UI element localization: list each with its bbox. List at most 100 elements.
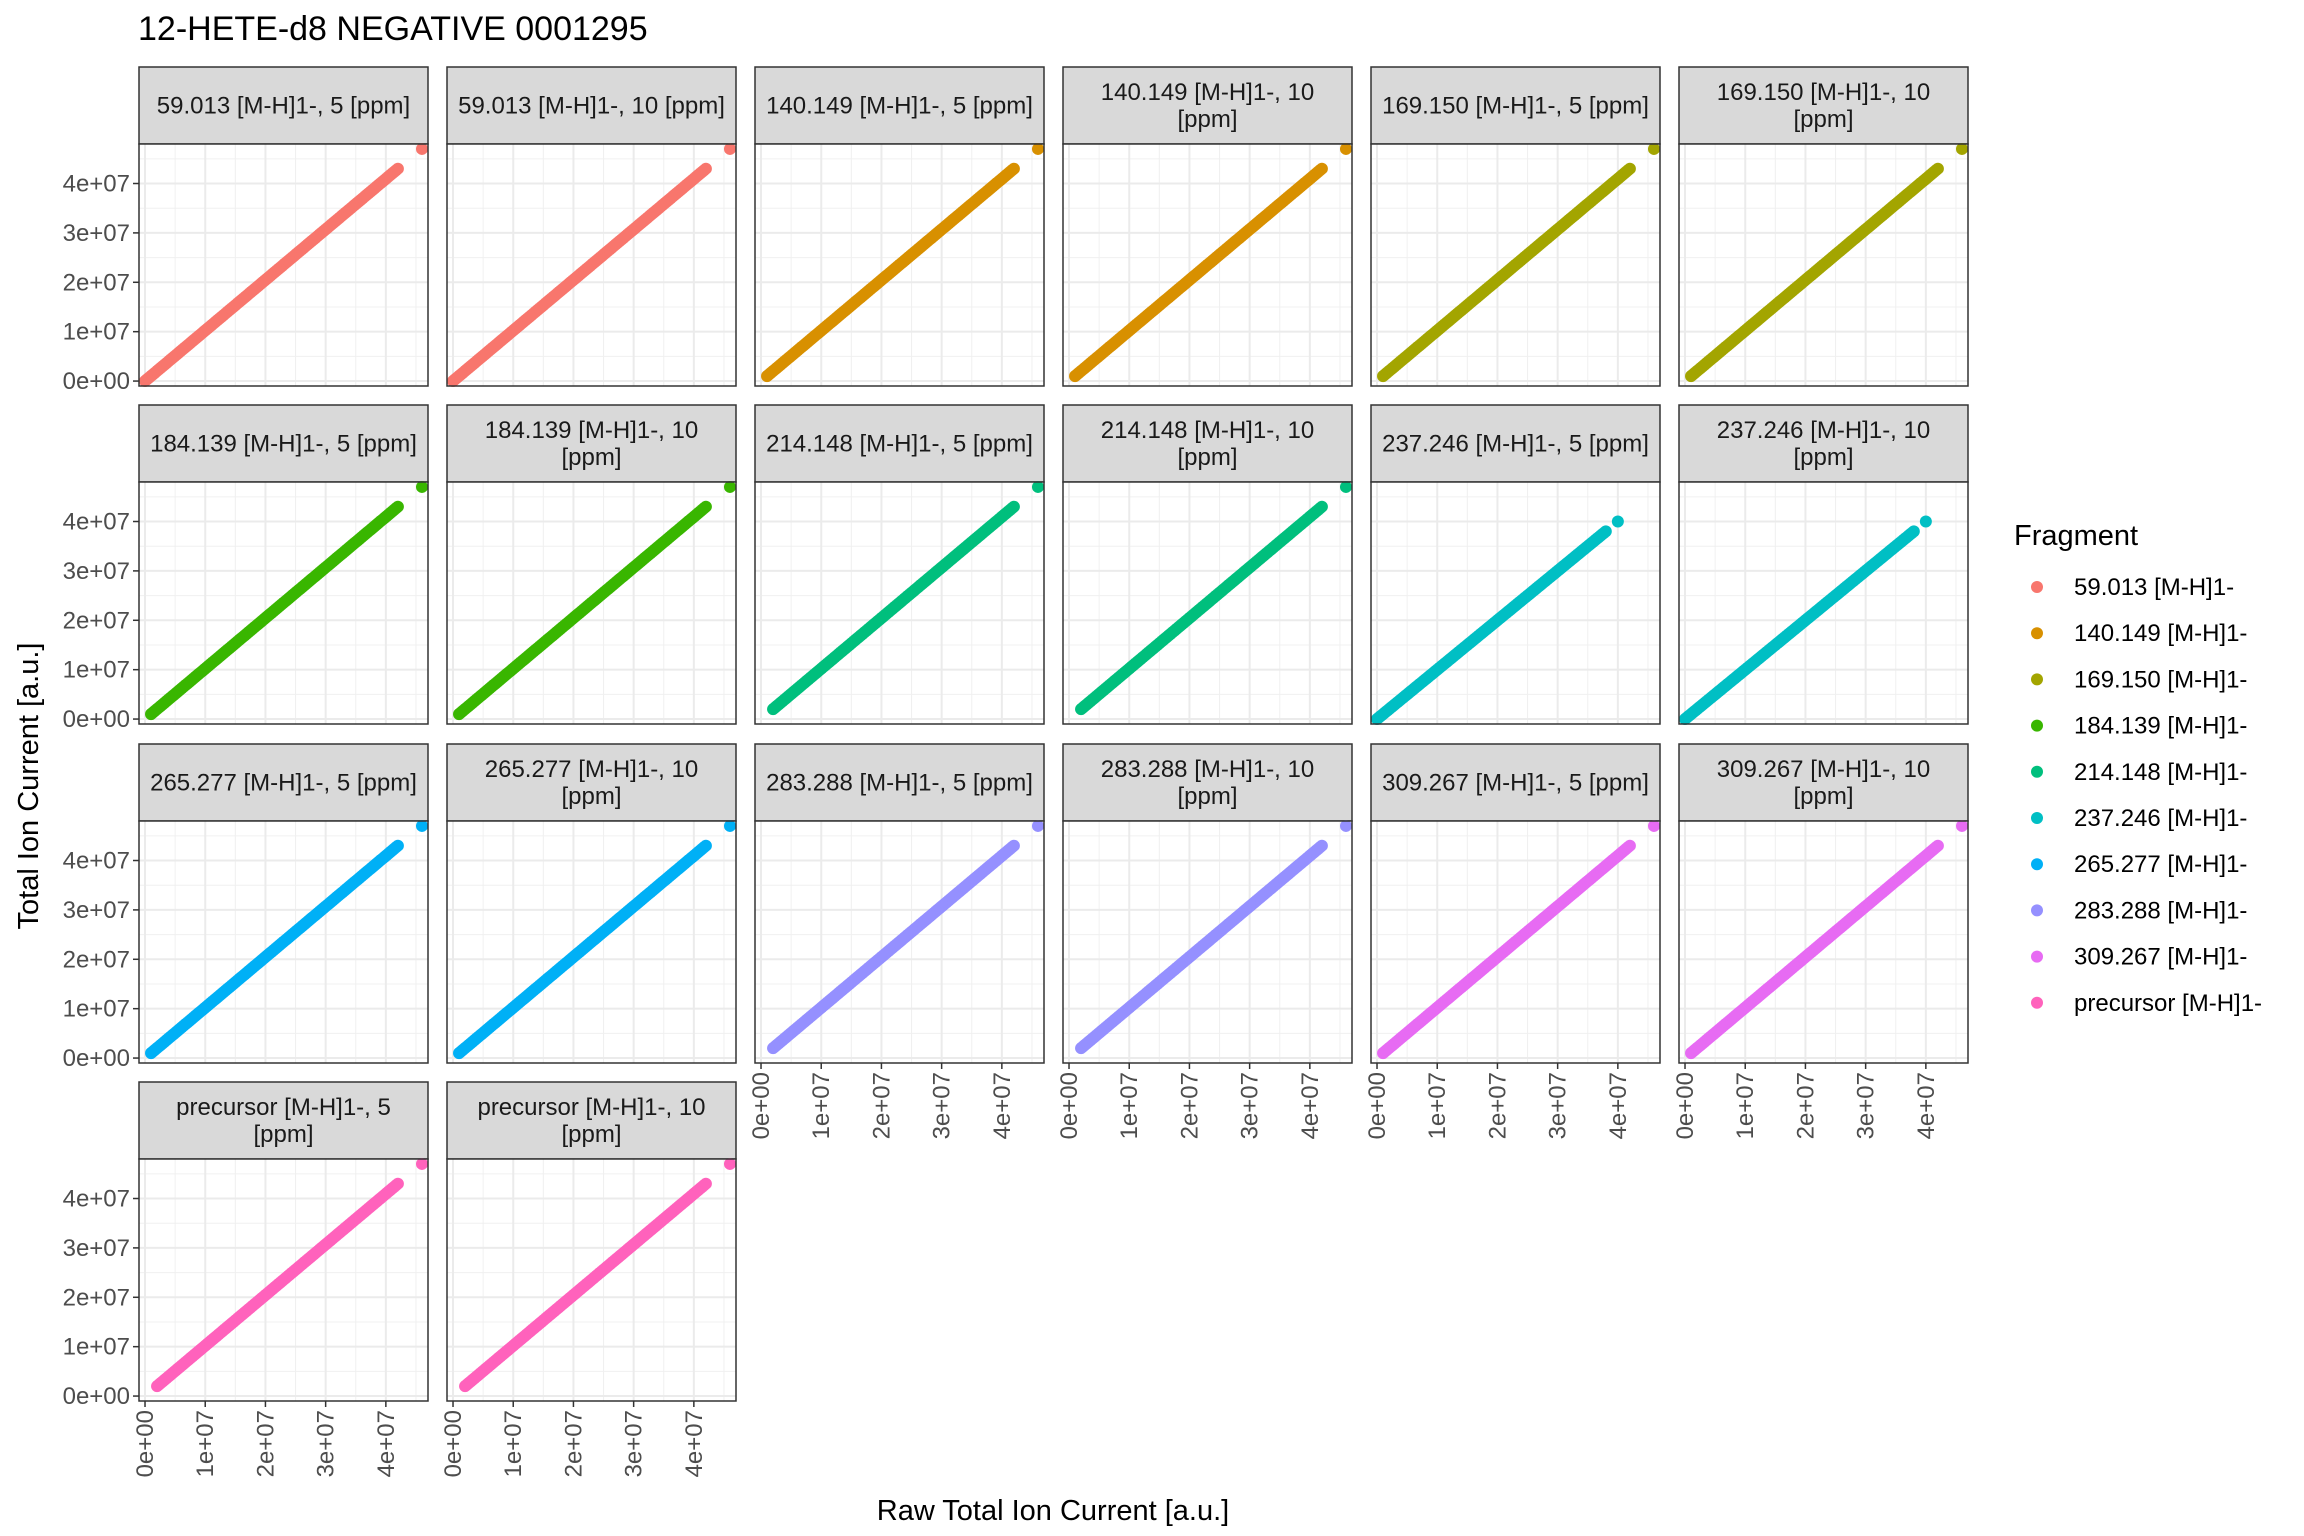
- facet-strip-label: 140.149 [M-H]1-, 10: [1101, 79, 1314, 106]
- x-tick-label: 2e+07: [560, 1410, 587, 1477]
- data-point: [1623, 839, 1636, 852]
- x-tick-label: 1e+07: [1424, 1072, 1451, 1139]
- legend-label: 214.148 [M-H]1-: [2074, 759, 2247, 786]
- facet-strip-label: [ppm]: [1793, 783, 1853, 810]
- facet-panel: 140.149 [M-H]1-, 5 [ppm]: [754, 66, 1045, 387]
- y-tick-label: 3e+07: [63, 558, 130, 585]
- facet-strip: [1370, 66, 1661, 145]
- y-tick-label: 1e+07: [63, 657, 130, 684]
- facet-strip-label: [ppm]: [1793, 444, 1853, 471]
- facet-strip-label: 309.267 [M-H]1-, 10: [1717, 756, 1930, 783]
- x-tick-label: 4e+07: [681, 1410, 708, 1477]
- legend-key: [2031, 950, 2043, 963]
- data-point: [1623, 162, 1636, 175]
- legend-item: precursor [M-H]1-: [2031, 990, 2262, 1017]
- x-tick-label: 2e+07: [1792, 1072, 1819, 1139]
- facet-panel: 169.150 [M-H]1-, 5 [ppm]: [1370, 66, 1661, 387]
- facet-strip-label: 59.013 [M-H]1-, 10 [ppm]: [458, 93, 725, 120]
- data-point-outlier: [723, 1157, 736, 1170]
- facet-strip-label: 169.150 [M-H]1-, 10: [1717, 79, 1930, 106]
- facet-panel: 309.267 [M-H]1-, 5 [ppm] 0e+00 1e+07 2e+07 3…: [1364, 743, 1661, 1139]
- legend-item: 309.267 [M-H]1-: [2031, 944, 2247, 971]
- facet-strip-label: precursor [M-H]1-, 10: [477, 1094, 705, 1121]
- y-tick-label: 1e+07: [63, 1334, 130, 1361]
- facet-panel: 283.288 [M-H]1-, 10[ppm] 0e+00 1e+07 2e+07 3…: [1056, 743, 1353, 1139]
- data-point: [1007, 839, 1020, 852]
- x-tick-label: 0e+00: [1056, 1072, 1083, 1139]
- data-point: [699, 500, 712, 513]
- facet-panel: 265.277 [M-H]1-, 10[ppm]: [446, 743, 737, 1064]
- panel-border: [138, 820, 429, 1064]
- y-tick-label: 0e+00: [63, 706, 130, 733]
- panel-border: [1062, 481, 1353, 725]
- x-tick-label: 2e+07: [1484, 1072, 1511, 1139]
- data-point: [391, 162, 404, 175]
- facet-strip-label: [ppm]: [561, 783, 621, 810]
- legend-key: [2031, 581, 2043, 593]
- data-point: [1315, 500, 1328, 513]
- legend-key: [2031, 765, 2043, 778]
- facet-strip-label: [ppm]: [1177, 783, 1237, 810]
- x-tick-label: 4e+07: [989, 1072, 1016, 1139]
- data-point: [1931, 162, 1944, 175]
- x-tick-label: 0e+00: [132, 1410, 159, 1477]
- facet-strip: [138, 66, 429, 145]
- data-point: [1315, 839, 1328, 852]
- facet-panels: 59.013 [M-H]1-, 5 [ppm] 0e+00 1e+07 2e+07 3e…: [63, 66, 1969, 1477]
- facet-strip-label: 237.246 [M-H]1-, 10: [1717, 417, 1930, 444]
- x-tick-label: 4e+07: [1913, 1072, 1940, 1139]
- facet-strip: [1678, 66, 1969, 145]
- data-point: [1315, 162, 1328, 175]
- x-tick-label: 1e+07: [192, 1410, 219, 1477]
- y-tick-label: 3e+07: [63, 1235, 130, 1262]
- y-tick-label: 0e+00: [63, 1045, 130, 1072]
- legend-item: 283.288 [M-H]1-: [2031, 897, 2247, 924]
- data-point-outlier: [723, 819, 736, 832]
- facet-strip-label: 169.150 [M-H]1-, 5 [ppm]: [1382, 93, 1649, 120]
- facet-strip: [1062, 404, 1353, 483]
- panel-border: [138, 143, 429, 387]
- facet-panel: 237.246 [M-H]1-, 10[ppm]: [1678, 404, 1969, 726]
- panel-border: [1370, 143, 1661, 387]
- facet-panel: 140.149 [M-H]1-, 10[ppm]: [1062, 66, 1353, 387]
- facet-panel: 59.013 [M-H]1-, 10 [ppm]: [446, 66, 737, 388]
- facet-panel: 184.139 [M-H]1-, 10[ppm]: [446, 404, 737, 725]
- x-tick-label: 1e+07: [500, 1410, 527, 1477]
- facet-strip-label: 283.288 [M-H]1-, 5 [ppm]: [766, 770, 1033, 797]
- legend-item: 265.277 [M-H]1-: [2031, 851, 2247, 878]
- facet-strip-label: 265.277 [M-H]1-, 10: [485, 756, 698, 783]
- legend-label: precursor [M-H]1-: [2074, 990, 2262, 1017]
- x-tick-label: 0e+00: [1672, 1072, 1699, 1139]
- facet-strip-label: [ppm]: [561, 444, 621, 471]
- legend-item: 184.139 [M-H]1-: [2031, 713, 2247, 740]
- legend-item: 169.150 [M-H]1-: [2031, 666, 2247, 693]
- x-tick-label: 2e+07: [1176, 1072, 1203, 1139]
- facet-strip: [754, 743, 1045, 822]
- legend-label: 169.150 [M-H]1-: [2074, 666, 2247, 693]
- facet-strip-label: 283.288 [M-H]1-, 10: [1101, 756, 1314, 783]
- data-point-outlier: [1611, 515, 1624, 528]
- panel-border: [1370, 820, 1661, 1064]
- legend-label: 309.267 [M-H]1-: [2074, 944, 2247, 971]
- facet-strip: [138, 1081, 429, 1160]
- panel-border: [754, 143, 1045, 387]
- x-tick-label: 3e+07: [313, 1410, 340, 1477]
- legend-key: [2031, 719, 2043, 732]
- facet-strip: [446, 404, 737, 483]
- data-point: [391, 1177, 404, 1190]
- x-tick-label: 0e+00: [1364, 1072, 1391, 1139]
- legend-item: 237.246 [M-H]1-: [2031, 805, 2247, 832]
- facet-panel: 283.288 [M-H]1-, 5 [ppm] 0e+00 1e+07 2e+07 3…: [748, 743, 1045, 1139]
- data-point: [391, 500, 404, 513]
- legend-key: [2031, 904, 2043, 917]
- facet-panel: precursor [M-H]1-, 10[ppm] 0e+00 1e+07 2e+0…: [440, 1081, 737, 1477]
- y-axis-title: Total Ion Current [a.u.]: [13, 643, 45, 930]
- facet-strip-label: 214.148 [M-H]1-, 5 [ppm]: [766, 431, 1033, 458]
- y-tick-label: 4e+07: [63, 1186, 130, 1213]
- facet-strip-label: 184.139 [M-H]1-, 10: [485, 417, 698, 444]
- y-tick-label: 4e+07: [63, 509, 130, 536]
- data-point-outlier: [1031, 480, 1044, 493]
- legend-key: [2031, 858, 2043, 871]
- y-tick-label: 0e+00: [63, 368, 130, 395]
- y-tick-label: 2e+07: [63, 269, 130, 296]
